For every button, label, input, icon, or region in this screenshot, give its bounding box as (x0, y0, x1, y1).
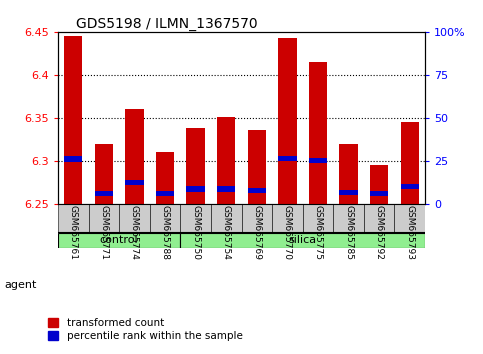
Bar (333, 204, 364, 232)
Bar (119, 204, 150, 232)
Text: control: control (100, 235, 139, 245)
Bar (64, 156, 83, 161)
Bar (125, 179, 143, 185)
Bar (95, 143, 113, 204)
Text: GSM665792: GSM665792 (375, 205, 384, 260)
Bar (156, 152, 174, 204)
Bar (340, 143, 358, 204)
Bar (64, 36, 83, 204)
Bar (180, 233, 425, 248)
Bar (370, 165, 388, 204)
Bar (156, 191, 174, 196)
Bar (364, 204, 395, 232)
Bar (217, 117, 235, 204)
Legend: transformed count, percentile rank within the sample: transformed count, percentile rank withi… (44, 314, 247, 345)
Text: GDS5198 / ILMN_1367570: GDS5198 / ILMN_1367570 (76, 17, 258, 31)
Bar (278, 155, 297, 161)
Bar (186, 128, 205, 204)
Bar (400, 184, 419, 189)
Bar (248, 130, 266, 204)
Bar (248, 188, 266, 193)
Bar (278, 38, 297, 204)
Bar (150, 204, 180, 232)
Bar (58, 233, 180, 248)
Text: GSM665785: GSM665785 (344, 205, 353, 260)
Text: GSM665774: GSM665774 (130, 205, 139, 260)
Text: silica: silica (289, 235, 317, 245)
Bar (309, 158, 327, 163)
Bar (88, 204, 119, 232)
Bar (211, 204, 242, 232)
Bar (125, 109, 143, 204)
Bar (340, 190, 358, 195)
Bar (272, 204, 303, 232)
Text: agent: agent (5, 280, 37, 290)
Text: GSM665769: GSM665769 (252, 205, 261, 260)
Text: GSM665771: GSM665771 (99, 205, 108, 260)
Bar (95, 191, 113, 196)
Text: GSM665775: GSM665775 (313, 205, 323, 260)
Bar (309, 62, 327, 204)
Bar (58, 204, 88, 232)
Bar (303, 204, 333, 232)
Bar (395, 204, 425, 232)
Bar (242, 204, 272, 232)
Bar (370, 191, 388, 196)
Text: GSM665793: GSM665793 (405, 205, 414, 260)
Bar (180, 204, 211, 232)
Text: GSM665754: GSM665754 (222, 205, 231, 260)
Text: GSM665770: GSM665770 (283, 205, 292, 260)
Text: GSM665750: GSM665750 (191, 205, 200, 260)
Text: GSM665788: GSM665788 (160, 205, 170, 260)
Bar (400, 122, 419, 204)
Bar (217, 187, 235, 192)
Bar (186, 187, 205, 192)
Text: GSM665761: GSM665761 (69, 205, 78, 260)
